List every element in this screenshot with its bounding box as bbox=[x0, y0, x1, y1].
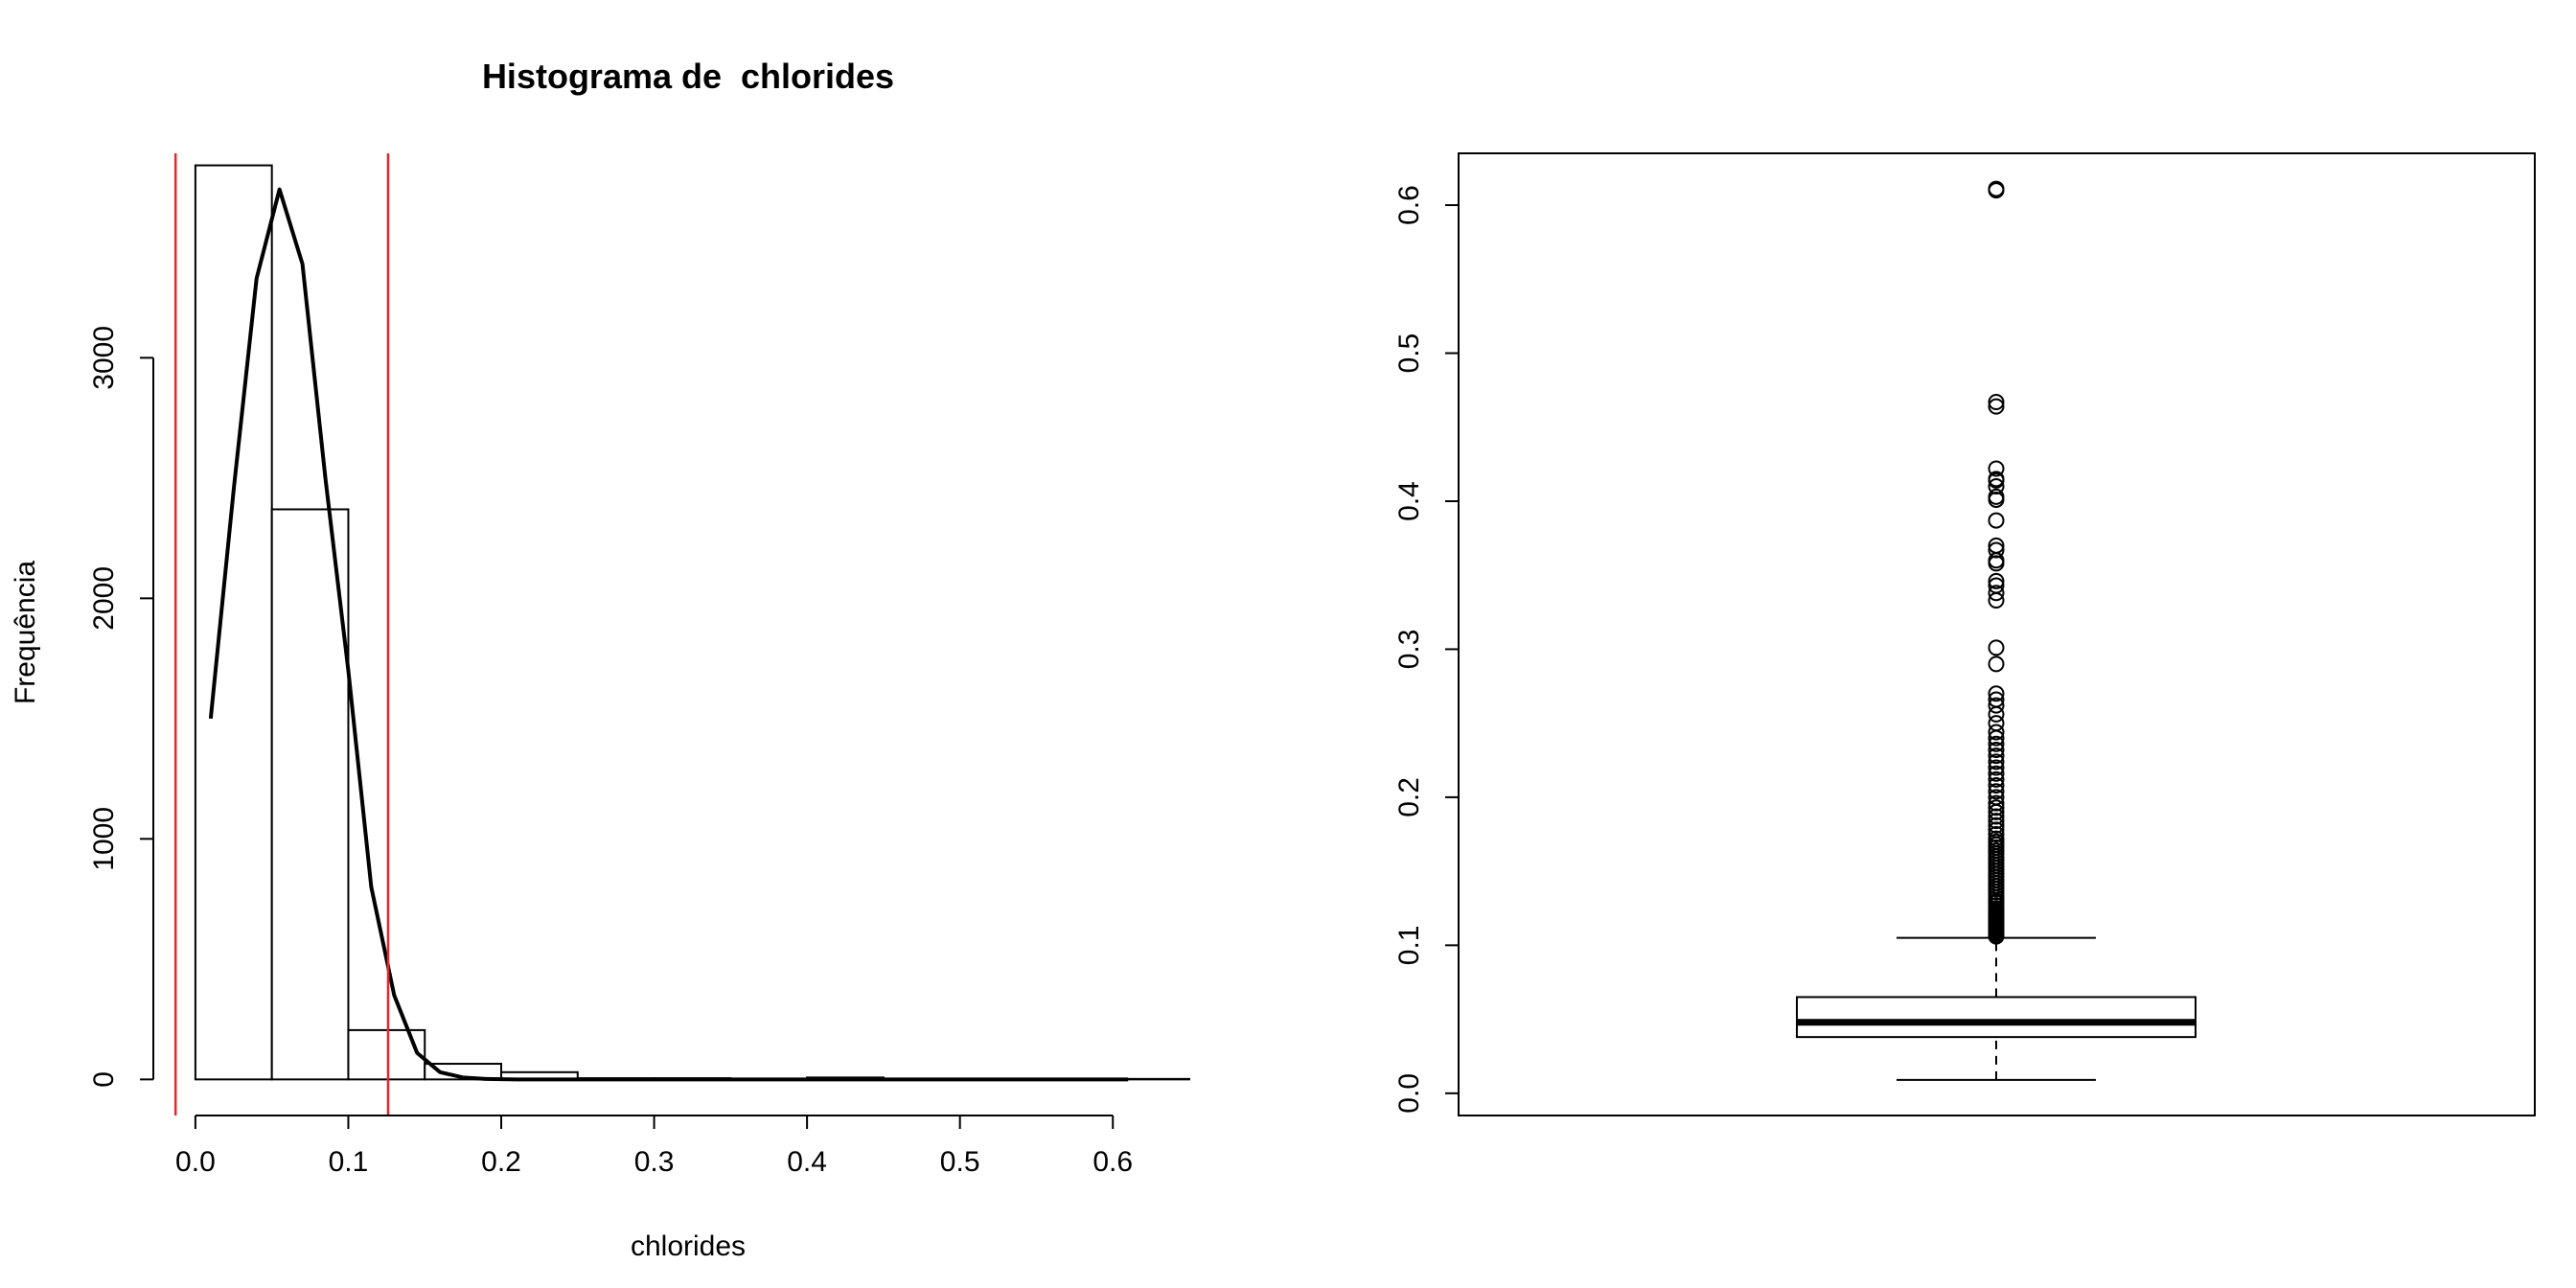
outlier-point bbox=[1988, 691, 2005, 708]
outlier-point bbox=[1988, 816, 2005, 834]
boxplot-outliers bbox=[1988, 180, 2005, 945]
y-tick-label: 0.4 bbox=[1393, 481, 1425, 521]
histogram-bar bbox=[270, 508, 350, 1081]
outlier-point bbox=[1988, 753, 2005, 770]
y-tick-label: 0.2 bbox=[1393, 777, 1425, 817]
outlier-point bbox=[1988, 777, 2005, 794]
histogram-x-axis: 0.0 0.1 0.2 0.3 0.4 0.5 0.6 bbox=[175, 1115, 1133, 1178]
y-tick-label: 0 bbox=[88, 1071, 120, 1088]
outlier-point bbox=[1988, 639, 2005, 656]
outlier-point bbox=[1988, 715, 2005, 732]
outlier-point bbox=[1988, 180, 2005, 197]
y-tick-label: 0.3 bbox=[1393, 630, 1425, 670]
interquartile-box bbox=[1796, 996, 2196, 1039]
outlier-point bbox=[1988, 765, 2005, 782]
outlier-point bbox=[1988, 826, 2005, 843]
outlier-point bbox=[1988, 759, 2005, 776]
x-tick-label: 0.0 bbox=[175, 1146, 216, 1178]
y-tick-label: 0.5 bbox=[1393, 334, 1425, 374]
y-tick-label: 0.0 bbox=[1393, 1073, 1425, 1114]
histogram-bar bbox=[194, 164, 273, 1081]
outlier-point bbox=[1988, 656, 2005, 673]
y-tick-label: 0.1 bbox=[1393, 926, 1425, 966]
outlier-point bbox=[1988, 830, 2005, 847]
y-tick-label: 2000 bbox=[88, 566, 120, 631]
x-tick-label: 0.1 bbox=[329, 1146, 369, 1178]
outlier-point bbox=[1988, 697, 2005, 714]
histogram-density bbox=[208, 187, 1129, 1082]
outlier-point bbox=[1988, 685, 2005, 702]
outlier-point bbox=[1988, 770, 2005, 788]
outlier-point bbox=[1988, 512, 2005, 529]
outlier-point bbox=[1988, 741, 2005, 758]
x-tick-label: 0.4 bbox=[787, 1146, 827, 1178]
x-tick-label: 0.6 bbox=[1092, 1146, 1133, 1178]
histogram-y-axis-label: Frequência bbox=[10, 561, 41, 704]
x-tick-label: 0.3 bbox=[634, 1146, 675, 1178]
outlier-point bbox=[1988, 537, 2005, 554]
y-tick-label: 3000 bbox=[88, 326, 120, 390]
outlier-point bbox=[1988, 748, 2005, 765]
outlier-point bbox=[1988, 572, 2005, 589]
y-tick-label: 0.6 bbox=[1393, 185, 1425, 225]
histogram-bar bbox=[347, 1028, 426, 1081]
histogram-title: Histograma de chlorides bbox=[482, 57, 894, 96]
outlier-point bbox=[1988, 724, 2005, 741]
boxplot-y-axis: 0.0 0.1 0.2 0.3 0.4 0.5 0.6 bbox=[1393, 185, 1459, 1114]
outlier-point bbox=[1988, 398, 2005, 415]
outlier-point bbox=[1988, 585, 2005, 602]
outlier-point bbox=[1988, 808, 2005, 825]
histogram-x-axis-label: chlorides bbox=[631, 1230, 746, 1262]
boxplot-body bbox=[1796, 936, 2196, 1081]
outlier-point bbox=[1988, 460, 2005, 477]
histogram-y-axis: 0 1000 2000 3000 bbox=[88, 326, 154, 1088]
outlier-point bbox=[1988, 471, 2005, 488]
outlier-point bbox=[1988, 478, 2005, 495]
outlier-point bbox=[1988, 393, 2005, 410]
outlier-point bbox=[1988, 794, 2005, 812]
outlier-point bbox=[1988, 735, 2005, 752]
x-tick-label: 0.5 bbox=[940, 1146, 980, 1178]
density-line bbox=[208, 187, 1129, 1082]
x-tick-label: 0.2 bbox=[481, 1146, 521, 1178]
outlier-point bbox=[1988, 813, 2005, 830]
outlier-point bbox=[1988, 577, 2005, 594]
outlier-point bbox=[1988, 789, 2005, 806]
y-tick-label: 1000 bbox=[88, 807, 120, 871]
outlier-point bbox=[1988, 541, 2005, 559]
histogram-reference-lines bbox=[173, 153, 390, 1116]
outlier-point bbox=[1988, 488, 2005, 505]
outlier-point bbox=[1988, 821, 2005, 839]
boxplot-frame bbox=[1458, 152, 2536, 1116]
outlier-point bbox=[1988, 799, 2005, 816]
outlier-point bbox=[1988, 783, 2005, 800]
